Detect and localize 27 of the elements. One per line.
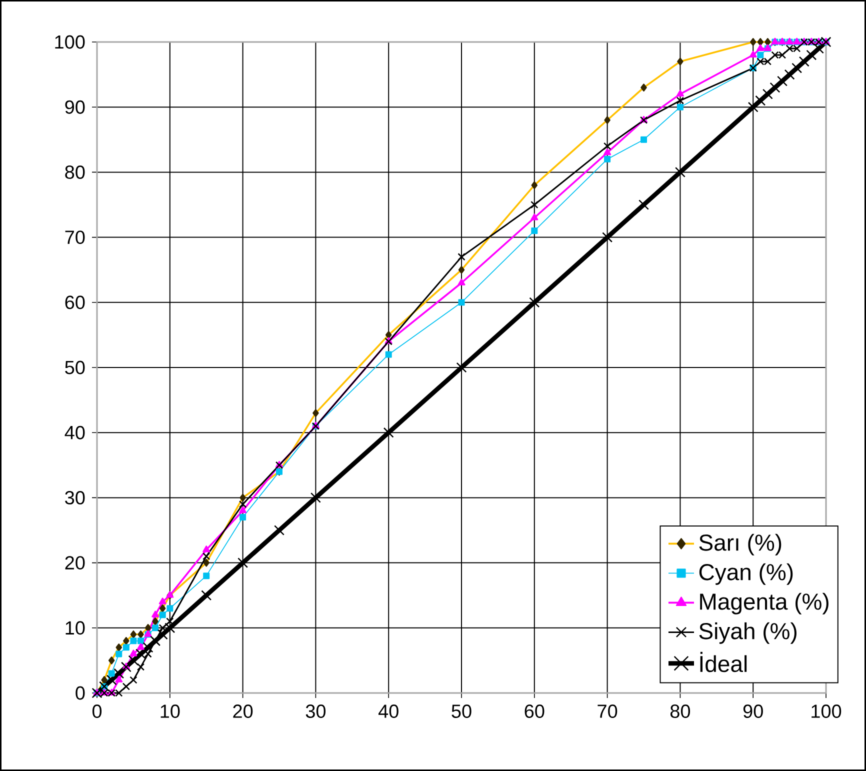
x-tick-label: 100 — [812, 704, 842, 718]
y-tick-label: 50 — [65, 360, 85, 374]
legend-label: Siyah (%) — [699, 622, 796, 644]
y-tick-label: 0 — [76, 686, 85, 700]
y-tick-label: 40 — [64, 426, 85, 440]
y-tick-label: 70 — [65, 230, 85, 244]
x-tick-label: 80 — [670, 704, 690, 718]
y-tick-label: 20 — [65, 556, 85, 570]
x-tick-label: 50 — [452, 704, 472, 718]
x-tick-label: 40 — [378, 704, 398, 718]
y-tick-label: 80 — [65, 165, 85, 179]
legend-label: İdeal — [700, 652, 747, 672]
x-tick-label: 10 — [160, 704, 180, 718]
y-tick-label: 30 — [65, 490, 85, 504]
x-tick-label: 0 — [92, 704, 102, 718]
x-tick-label: 30 — [306, 704, 326, 718]
x-tick-label: 60 — [524, 704, 544, 718]
x-tick-label: 90 — [743, 704, 763, 718]
x-tick-label: 20 — [233, 704, 253, 718]
y-tick-label: 100 — [55, 35, 85, 49]
legend-label: Sarı (%) — [699, 534, 782, 556]
y-tick-label: 90 — [65, 100, 85, 114]
legend-label: Magenta (%) — [700, 592, 828, 614]
legend-label: Cyan (%) — [699, 563, 793, 585]
y-tick-label: 10 — [66, 621, 85, 635]
y-tick-label: 60 — [65, 296, 85, 310]
x-tick-label: 70 — [598, 704, 618, 718]
